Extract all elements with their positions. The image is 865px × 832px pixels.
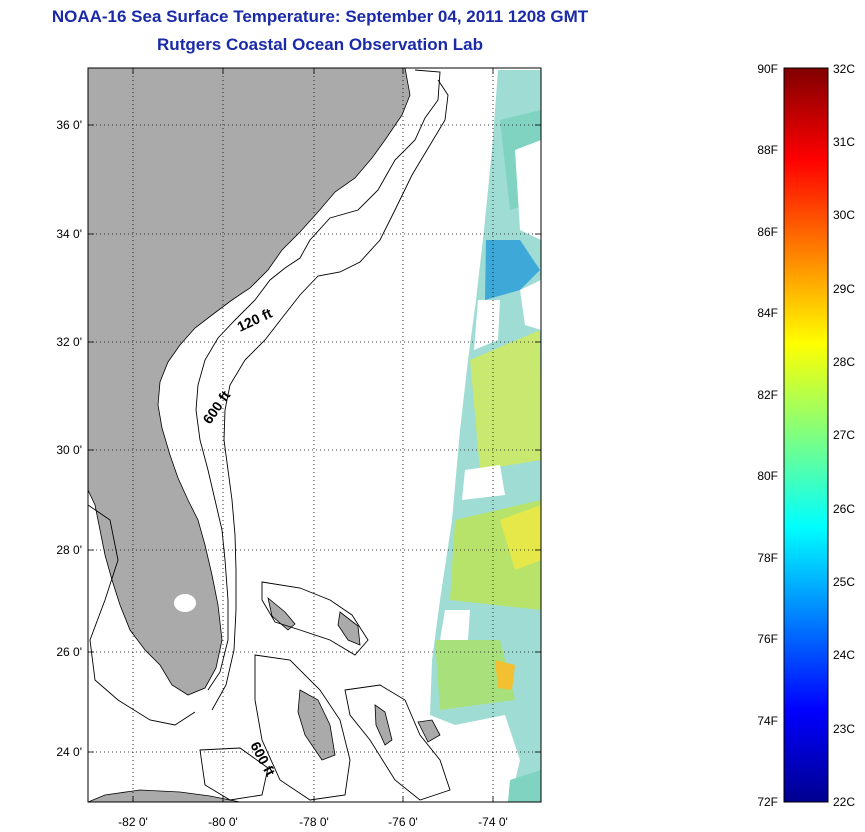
cb-f-label: 84F xyxy=(757,306,778,320)
lat-label: 30 0' xyxy=(56,443,82,457)
lat-label: 32 0' xyxy=(56,335,82,349)
map-subtitle: Rutgers Coastal Ocean Observation Lab xyxy=(157,35,483,54)
lake-okeechobee xyxy=(174,594,196,612)
contour-600ft xyxy=(211,79,449,711)
colorbar-fahrenheit-labels: 90F 88F 86F 84F 82F 80F 78F 76F 74F 72F xyxy=(757,62,778,809)
cb-f-label: 90F xyxy=(757,62,778,76)
lat-label: 24 0' xyxy=(56,745,82,759)
bathymetry-contours xyxy=(88,69,451,801)
cuba-landmass xyxy=(88,789,241,802)
cb-f-label: 86F xyxy=(757,225,778,239)
cb-c-label: 31C xyxy=(833,135,855,149)
cb-c-label: 32C xyxy=(833,62,855,76)
cb-f-label: 82F xyxy=(757,388,778,402)
contour-120ft xyxy=(195,69,441,691)
axis-ticks xyxy=(88,68,541,802)
lon-label: -82 0' xyxy=(118,815,148,829)
cb-c-label: 24C xyxy=(833,648,855,662)
cb-c-label: 22C xyxy=(833,795,855,809)
cb-f-label: 74F xyxy=(757,714,778,728)
lon-label: -80 0' xyxy=(208,815,238,829)
bahamas-islands xyxy=(267,596,441,761)
map-title: NOAA-16 Sea Surface Temperature: Septemb… xyxy=(51,7,589,26)
colorbar-gradient xyxy=(783,67,829,803)
cb-c-label: 30C xyxy=(833,208,855,222)
cb-c-label: 29C xyxy=(833,282,855,296)
us-landmass xyxy=(88,68,411,696)
lat-label: 26 0' xyxy=(56,645,82,659)
latitude-labels: 36 0' 34 0' 32 0' 30 0' 28 0' 26 0' 24 0… xyxy=(56,118,82,759)
cb-f-label: 88F xyxy=(757,143,778,157)
cb-c-label: 27C xyxy=(833,428,855,442)
cb-c-label: 28C xyxy=(833,355,855,369)
sst-swath xyxy=(430,70,541,802)
cb-f-label: 72F xyxy=(757,795,778,809)
longitude-labels: -82 0' -80 0' -78 0' -76 0' -74 0' xyxy=(118,815,508,829)
lon-label: -78 0' xyxy=(299,815,329,829)
cb-f-label: 76F xyxy=(757,632,778,646)
map-plot-area: 120 ft 600 ft 600 ft xyxy=(88,68,541,802)
colorbar-celsius-labels: 32C 31C 30C 29C 28C 27C 26C 25C 24C 23C … xyxy=(833,62,855,809)
temperature-colorbar: 90F 88F 86F 84F 82F 80F 78F 76F 74F 72F … xyxy=(757,62,855,809)
lat-label: 34 0' xyxy=(56,227,82,241)
map-frame xyxy=(87,67,542,803)
cb-f-label: 78F xyxy=(757,551,778,565)
lon-label: -74 0' xyxy=(478,815,508,829)
cb-c-label: 23C xyxy=(833,722,855,736)
lat-label: 36 0' xyxy=(56,118,82,132)
cb-c-label: 26C xyxy=(833,502,855,516)
cb-c-label: 25C xyxy=(833,575,855,589)
cb-f-label: 80F xyxy=(757,469,778,483)
lon-label: -76 0' xyxy=(388,815,418,829)
lat-label: 28 0' xyxy=(56,543,82,557)
